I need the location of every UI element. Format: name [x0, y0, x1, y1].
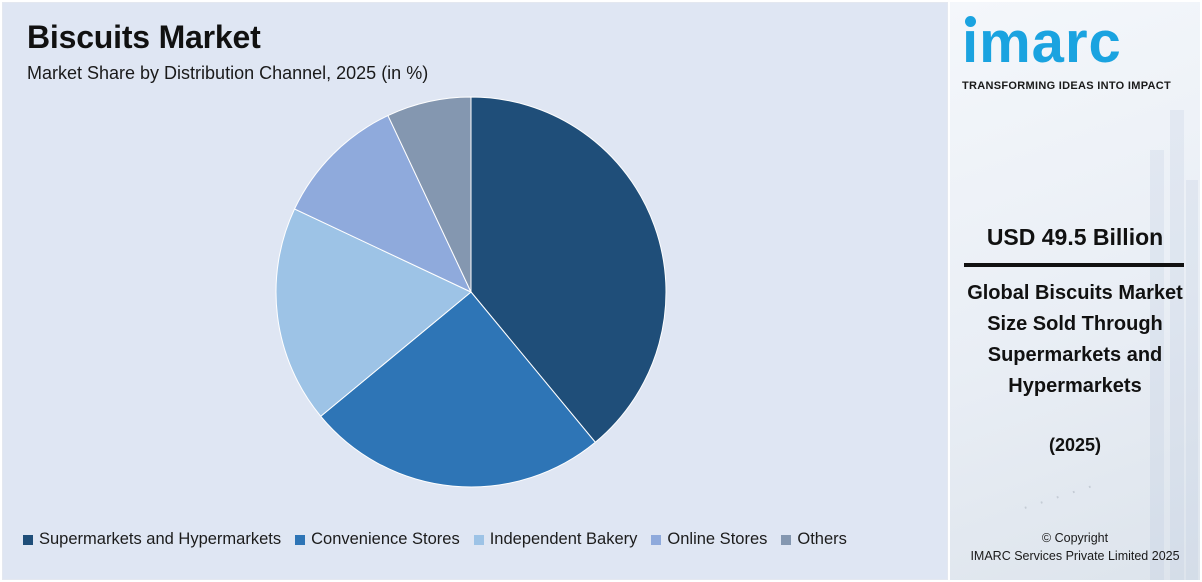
legend-swatch — [295, 534, 306, 545]
chart-panel: Biscuits Market Market Share by Distribu… — [2, 2, 948, 580]
chart-subtitle: Market Share by Distribution Channel, 20… — [27, 63, 429, 83]
legend-label: Independent Bakery — [489, 530, 638, 548]
background-decoration — [1186, 180, 1198, 580]
pie-chart — [275, 96, 667, 488]
background-decoration — [1150, 150, 1164, 580]
chart-title: Biscuits Market — [27, 19, 261, 55]
legend-swatch — [781, 534, 792, 545]
legend-swatch — [23, 534, 33, 545]
legend-label: Online Stores — [667, 530, 768, 548]
legend-swatch — [651, 534, 662, 545]
legend-item: Others — [781, 530, 847, 549]
legend-item: Supermarkets and Hypermarkets — [23, 530, 281, 549]
pie-slice-online-stores — [293, 114, 473, 294]
legend-swatch — [473, 534, 484, 545]
logo-wordmark: ımarc — [962, 10, 1122, 75]
background-decoration: · · · · · — [1019, 478, 1097, 518]
legend-label: Supermarkets and Hypermarkets — [39, 530, 282, 548]
pie-slice-convenience-stores — [320, 291, 597, 488]
imarc-logo: ımarc TRANSFORMING IDEAS INTO IMPACT — [962, 10, 1192, 93]
pie-slice-independent-bakery — [275, 208, 472, 418]
market-value: USD 49.5 Billion — [986, 224, 1164, 250]
background-decoration — [1170, 110, 1184, 580]
logo-dot-icon — [965, 16, 976, 27]
market-value-year: (2025) — [1048, 435, 1102, 455]
legend-item: Convenience Stores — [295, 530, 460, 549]
legend: Supermarkets and Hypermarkets Convenience… — [23, 530, 847, 549]
legend-item: Independent Bakery — [473, 530, 638, 549]
legend-item: Online Stores — [651, 530, 767, 549]
side-panel: · · · · · ımarc TRANSFORMING IDEAS INTO … — [950, 2, 1200, 580]
copyright: © Copyright IMARC Services Private Limit… — [950, 529, 1200, 565]
copyright-line-2: IMARC Services Private Limited 2025 — [970, 549, 1180, 563]
legend-label: Convenience Stores — [311, 530, 460, 548]
logo-tagline: TRANSFORMING IDEAS INTO IMPACT — [962, 80, 1172, 92]
legend-label: Others — [797, 530, 847, 548]
copyright-line-1: © Copyright — [1041, 531, 1109, 545]
market-value-description: Global Biscuits Market Size Sold Through… — [967, 282, 1183, 397]
divider — [964, 263, 1184, 267]
pie-slice-others — [387, 96, 472, 293]
pie-slice-supermarkets-and-hypermarkets — [470, 96, 667, 443]
